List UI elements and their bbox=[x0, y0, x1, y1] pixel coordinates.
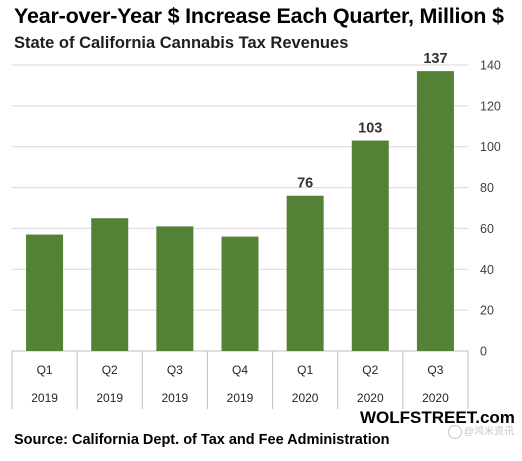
y-tick-label: 20 bbox=[480, 304, 494, 318]
x-tick-label-year: 2020 bbox=[422, 391, 449, 405]
data-label: 137 bbox=[423, 51, 447, 67]
x-tick-label-quarter: Q2 bbox=[362, 363, 378, 377]
bar bbox=[91, 218, 129, 351]
x-tick-label-quarter: Q2 bbox=[102, 363, 118, 377]
data-label: 76 bbox=[297, 176, 313, 192]
x-tick-label-year: 2019 bbox=[162, 391, 189, 405]
watermark-text: @鸿米资讯 bbox=[463, 426, 514, 438]
x-tick-label-quarter: Q1 bbox=[37, 363, 53, 377]
x-tick-label-quarter: Q3 bbox=[167, 363, 183, 377]
y-tick-label: 40 bbox=[480, 263, 494, 277]
source-note: Source: California Dept. of Tax and Fee … bbox=[14, 432, 390, 448]
chart-title: Year-over-Year $ Increase Each Quarter, … bbox=[14, 4, 504, 28]
watermark: @鸿米资讯 bbox=[428, 425, 514, 455]
data-label: 103 bbox=[358, 121, 382, 137]
bar bbox=[416, 71, 454, 351]
watermark-logo-icon bbox=[447, 425, 462, 439]
bar bbox=[351, 140, 389, 351]
x-tick-label-year: 2019 bbox=[96, 391, 123, 405]
bar bbox=[286, 195, 324, 351]
x-tick-label-year: 2020 bbox=[357, 391, 384, 405]
x-tick-label-year: 2020 bbox=[292, 391, 319, 405]
x-tick-label-quarter: Q4 bbox=[232, 363, 248, 377]
x-tick-label-year: 2019 bbox=[31, 391, 58, 405]
chart-subtitle: State of California Cannabis Tax Revenue… bbox=[14, 34, 349, 52]
bar bbox=[221, 236, 259, 351]
x-tick-label-quarter: Q1 bbox=[297, 363, 313, 377]
x-tick-label-quarter: Q3 bbox=[427, 363, 443, 377]
x-tick-label-year: 2019 bbox=[227, 391, 254, 405]
y-tick-label: 80 bbox=[480, 181, 494, 195]
brand-label: WOLFSTREET.com bbox=[360, 408, 515, 427]
y-tick-label: 120 bbox=[480, 99, 501, 113]
y-tick-label: 0 bbox=[480, 345, 487, 359]
bar bbox=[156, 226, 194, 351]
y-tick-label: 140 bbox=[480, 59, 501, 73]
y-tick-label: 60 bbox=[480, 222, 494, 236]
y-tick-label: 100 bbox=[480, 140, 501, 154]
bar bbox=[26, 234, 64, 351]
